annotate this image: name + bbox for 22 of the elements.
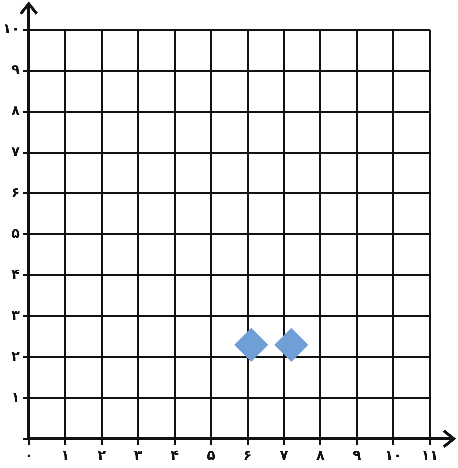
x-tick-label: ۷: [280, 448, 289, 464]
x-tick-label: ۳: [134, 448, 144, 464]
x-tick-label: ۶: [243, 448, 252, 464]
y-tick-label: ۳: [12, 308, 21, 324]
y-tick-label: ۱۰: [2, 22, 20, 38]
x-tick-label: ۵: [207, 448, 216, 464]
x-tick-label: ۹: [352, 448, 362, 464]
y-tick-label: ۸: [12, 103, 21, 120]
x-tick-label: ۱۱: [421, 448, 439, 464]
y-tick-label: ۹: [12, 62, 21, 79]
x-tick-label: ۴: [170, 448, 180, 464]
x-tick-label: ۸: [316, 448, 326, 464]
y-tick-label: ۶: [12, 185, 20, 202]
y-tick-label: ۲: [12, 349, 21, 365]
y-tick-label: ۱: [12, 390, 20, 406]
x-tick-label: ۰: [24, 448, 34, 464]
x-tick-label: ۱۰: [385, 448, 402, 464]
y-tick-label: ۵: [12, 226, 21, 242]
y-tick-label: ۴: [12, 267, 21, 284]
x-tick-label: ۲: [98, 448, 107, 464]
y-tick-label: ۷: [12, 144, 21, 160]
x-tick-label: ۱: [61, 448, 70, 464]
